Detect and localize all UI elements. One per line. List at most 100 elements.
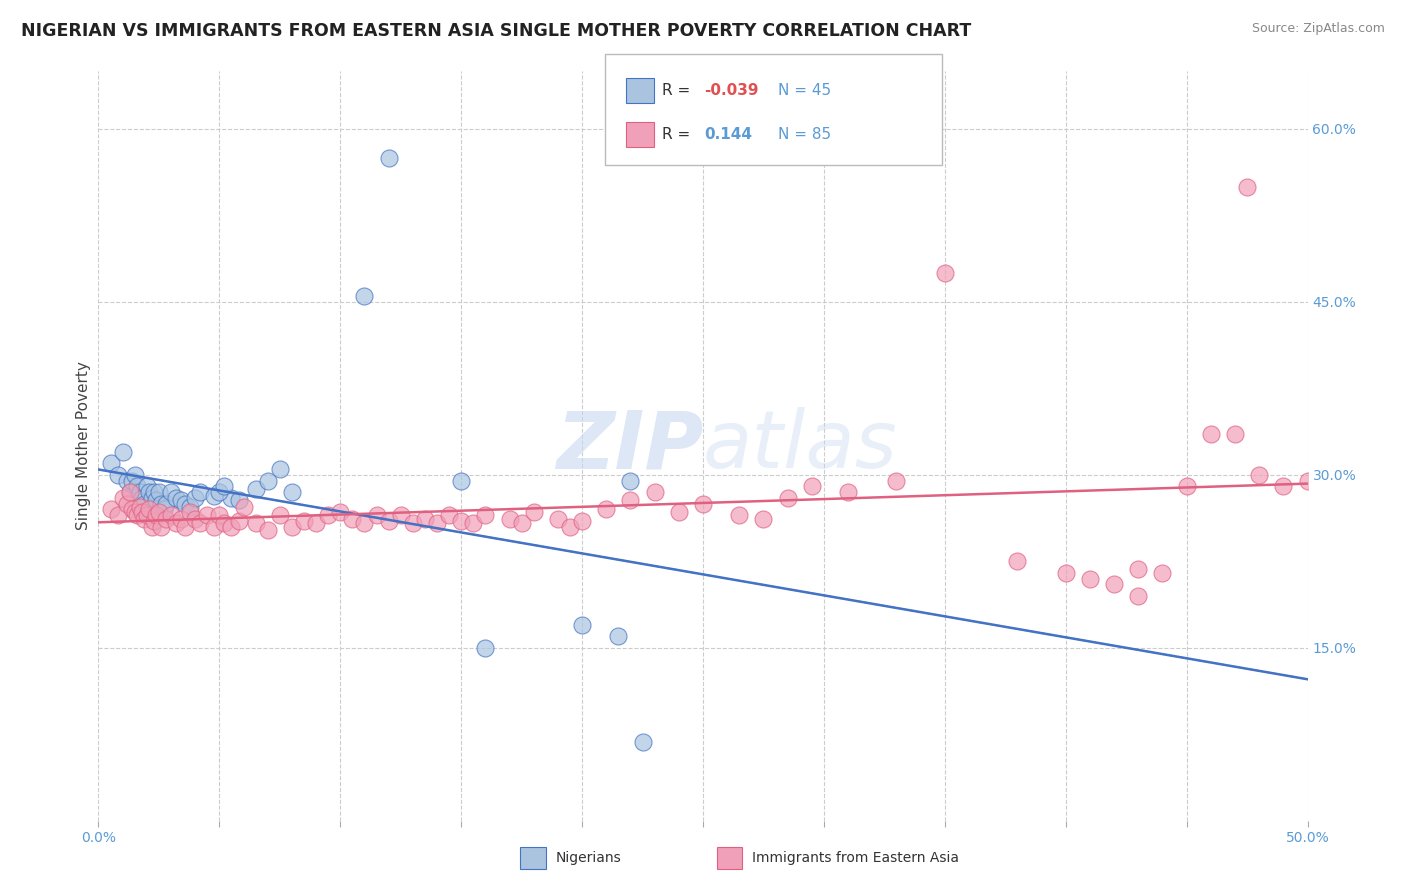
Point bbox=[155, 511, 177, 525]
Point bbox=[631, 735, 654, 749]
Point bbox=[124, 505, 146, 519]
Point bbox=[128, 485, 150, 500]
Point bbox=[145, 493, 167, 508]
Point bbox=[692, 497, 714, 511]
Point bbox=[571, 514, 593, 528]
Point bbox=[148, 505, 170, 519]
Text: Nigerians: Nigerians bbox=[555, 851, 621, 865]
Point bbox=[437, 508, 460, 523]
Point bbox=[118, 485, 141, 500]
Point bbox=[138, 485, 160, 500]
Point bbox=[595, 502, 617, 516]
Point bbox=[269, 462, 291, 476]
Point bbox=[138, 502, 160, 516]
Point bbox=[165, 516, 187, 531]
Point bbox=[607, 629, 630, 643]
Point bbox=[195, 508, 218, 523]
Point bbox=[160, 508, 183, 523]
Point bbox=[135, 508, 157, 523]
Point bbox=[228, 514, 250, 528]
Point bbox=[212, 479, 235, 493]
Point bbox=[107, 508, 129, 523]
Point bbox=[353, 289, 375, 303]
Text: Source: ZipAtlas.com: Source: ZipAtlas.com bbox=[1251, 22, 1385, 36]
Point bbox=[752, 511, 775, 525]
Point bbox=[571, 617, 593, 632]
Point bbox=[169, 493, 191, 508]
Text: 0.144: 0.144 bbox=[704, 128, 752, 143]
Point bbox=[644, 485, 666, 500]
Point bbox=[463, 516, 485, 531]
Point bbox=[305, 516, 328, 531]
Text: NIGERIAN VS IMMIGRANTS FROM EASTERN ASIA SINGLE MOTHER POVERTY CORRELATION CHART: NIGERIAN VS IMMIGRANTS FROM EASTERN ASIA… bbox=[21, 22, 972, 40]
Point bbox=[558, 519, 581, 533]
Text: atlas: atlas bbox=[703, 407, 898, 485]
Point bbox=[188, 485, 211, 500]
Point bbox=[131, 505, 153, 519]
Text: ZIP: ZIP bbox=[555, 407, 703, 485]
Point bbox=[150, 497, 173, 511]
Point bbox=[184, 511, 207, 525]
Point bbox=[188, 516, 211, 531]
Point bbox=[232, 500, 254, 514]
Point bbox=[377, 514, 399, 528]
Point bbox=[402, 516, 425, 531]
Point bbox=[179, 505, 201, 519]
Point bbox=[221, 491, 243, 505]
Point bbox=[498, 511, 520, 525]
Text: -0.039: -0.039 bbox=[704, 83, 759, 98]
Point bbox=[1128, 562, 1150, 576]
Point bbox=[619, 493, 641, 508]
Point bbox=[100, 456, 122, 470]
Point bbox=[886, 474, 908, 488]
Point bbox=[1199, 427, 1222, 442]
Point bbox=[353, 516, 375, 531]
Point bbox=[145, 508, 167, 523]
Point bbox=[256, 523, 278, 537]
Point bbox=[547, 511, 569, 525]
Point bbox=[160, 485, 183, 500]
Point bbox=[1272, 479, 1295, 493]
Point bbox=[100, 502, 122, 516]
Point bbox=[117, 497, 139, 511]
Point bbox=[342, 511, 364, 525]
Point bbox=[1175, 479, 1198, 493]
Text: N = 45: N = 45 bbox=[778, 83, 831, 98]
Point bbox=[111, 491, 134, 505]
Point bbox=[1102, 577, 1125, 591]
Point bbox=[269, 508, 291, 523]
Point bbox=[934, 266, 956, 280]
Point bbox=[208, 485, 231, 500]
Point bbox=[121, 502, 143, 516]
Point bbox=[426, 516, 449, 531]
Point bbox=[245, 516, 267, 531]
Point bbox=[124, 467, 146, 482]
Point bbox=[134, 497, 156, 511]
Text: Immigrants from Eastern Asia: Immigrants from Eastern Asia bbox=[752, 851, 959, 865]
Point bbox=[329, 505, 352, 519]
Point bbox=[510, 516, 533, 531]
Point bbox=[668, 505, 690, 519]
Point bbox=[204, 519, 226, 533]
Point bbox=[174, 497, 197, 511]
Point bbox=[131, 491, 153, 505]
Point bbox=[221, 519, 243, 533]
Point bbox=[184, 491, 207, 505]
Point bbox=[150, 519, 173, 533]
Point bbox=[141, 491, 163, 505]
Point bbox=[1007, 554, 1029, 568]
Point bbox=[128, 500, 150, 514]
Point bbox=[800, 479, 823, 493]
Point bbox=[212, 516, 235, 531]
Point bbox=[148, 485, 170, 500]
Point bbox=[366, 508, 388, 523]
Point bbox=[121, 474, 143, 488]
Point bbox=[208, 508, 231, 523]
Point bbox=[1249, 467, 1271, 482]
Point bbox=[134, 511, 156, 525]
Point bbox=[389, 508, 412, 523]
Point bbox=[1223, 427, 1246, 442]
Point bbox=[135, 479, 157, 493]
Point bbox=[107, 467, 129, 482]
Point bbox=[141, 519, 163, 533]
